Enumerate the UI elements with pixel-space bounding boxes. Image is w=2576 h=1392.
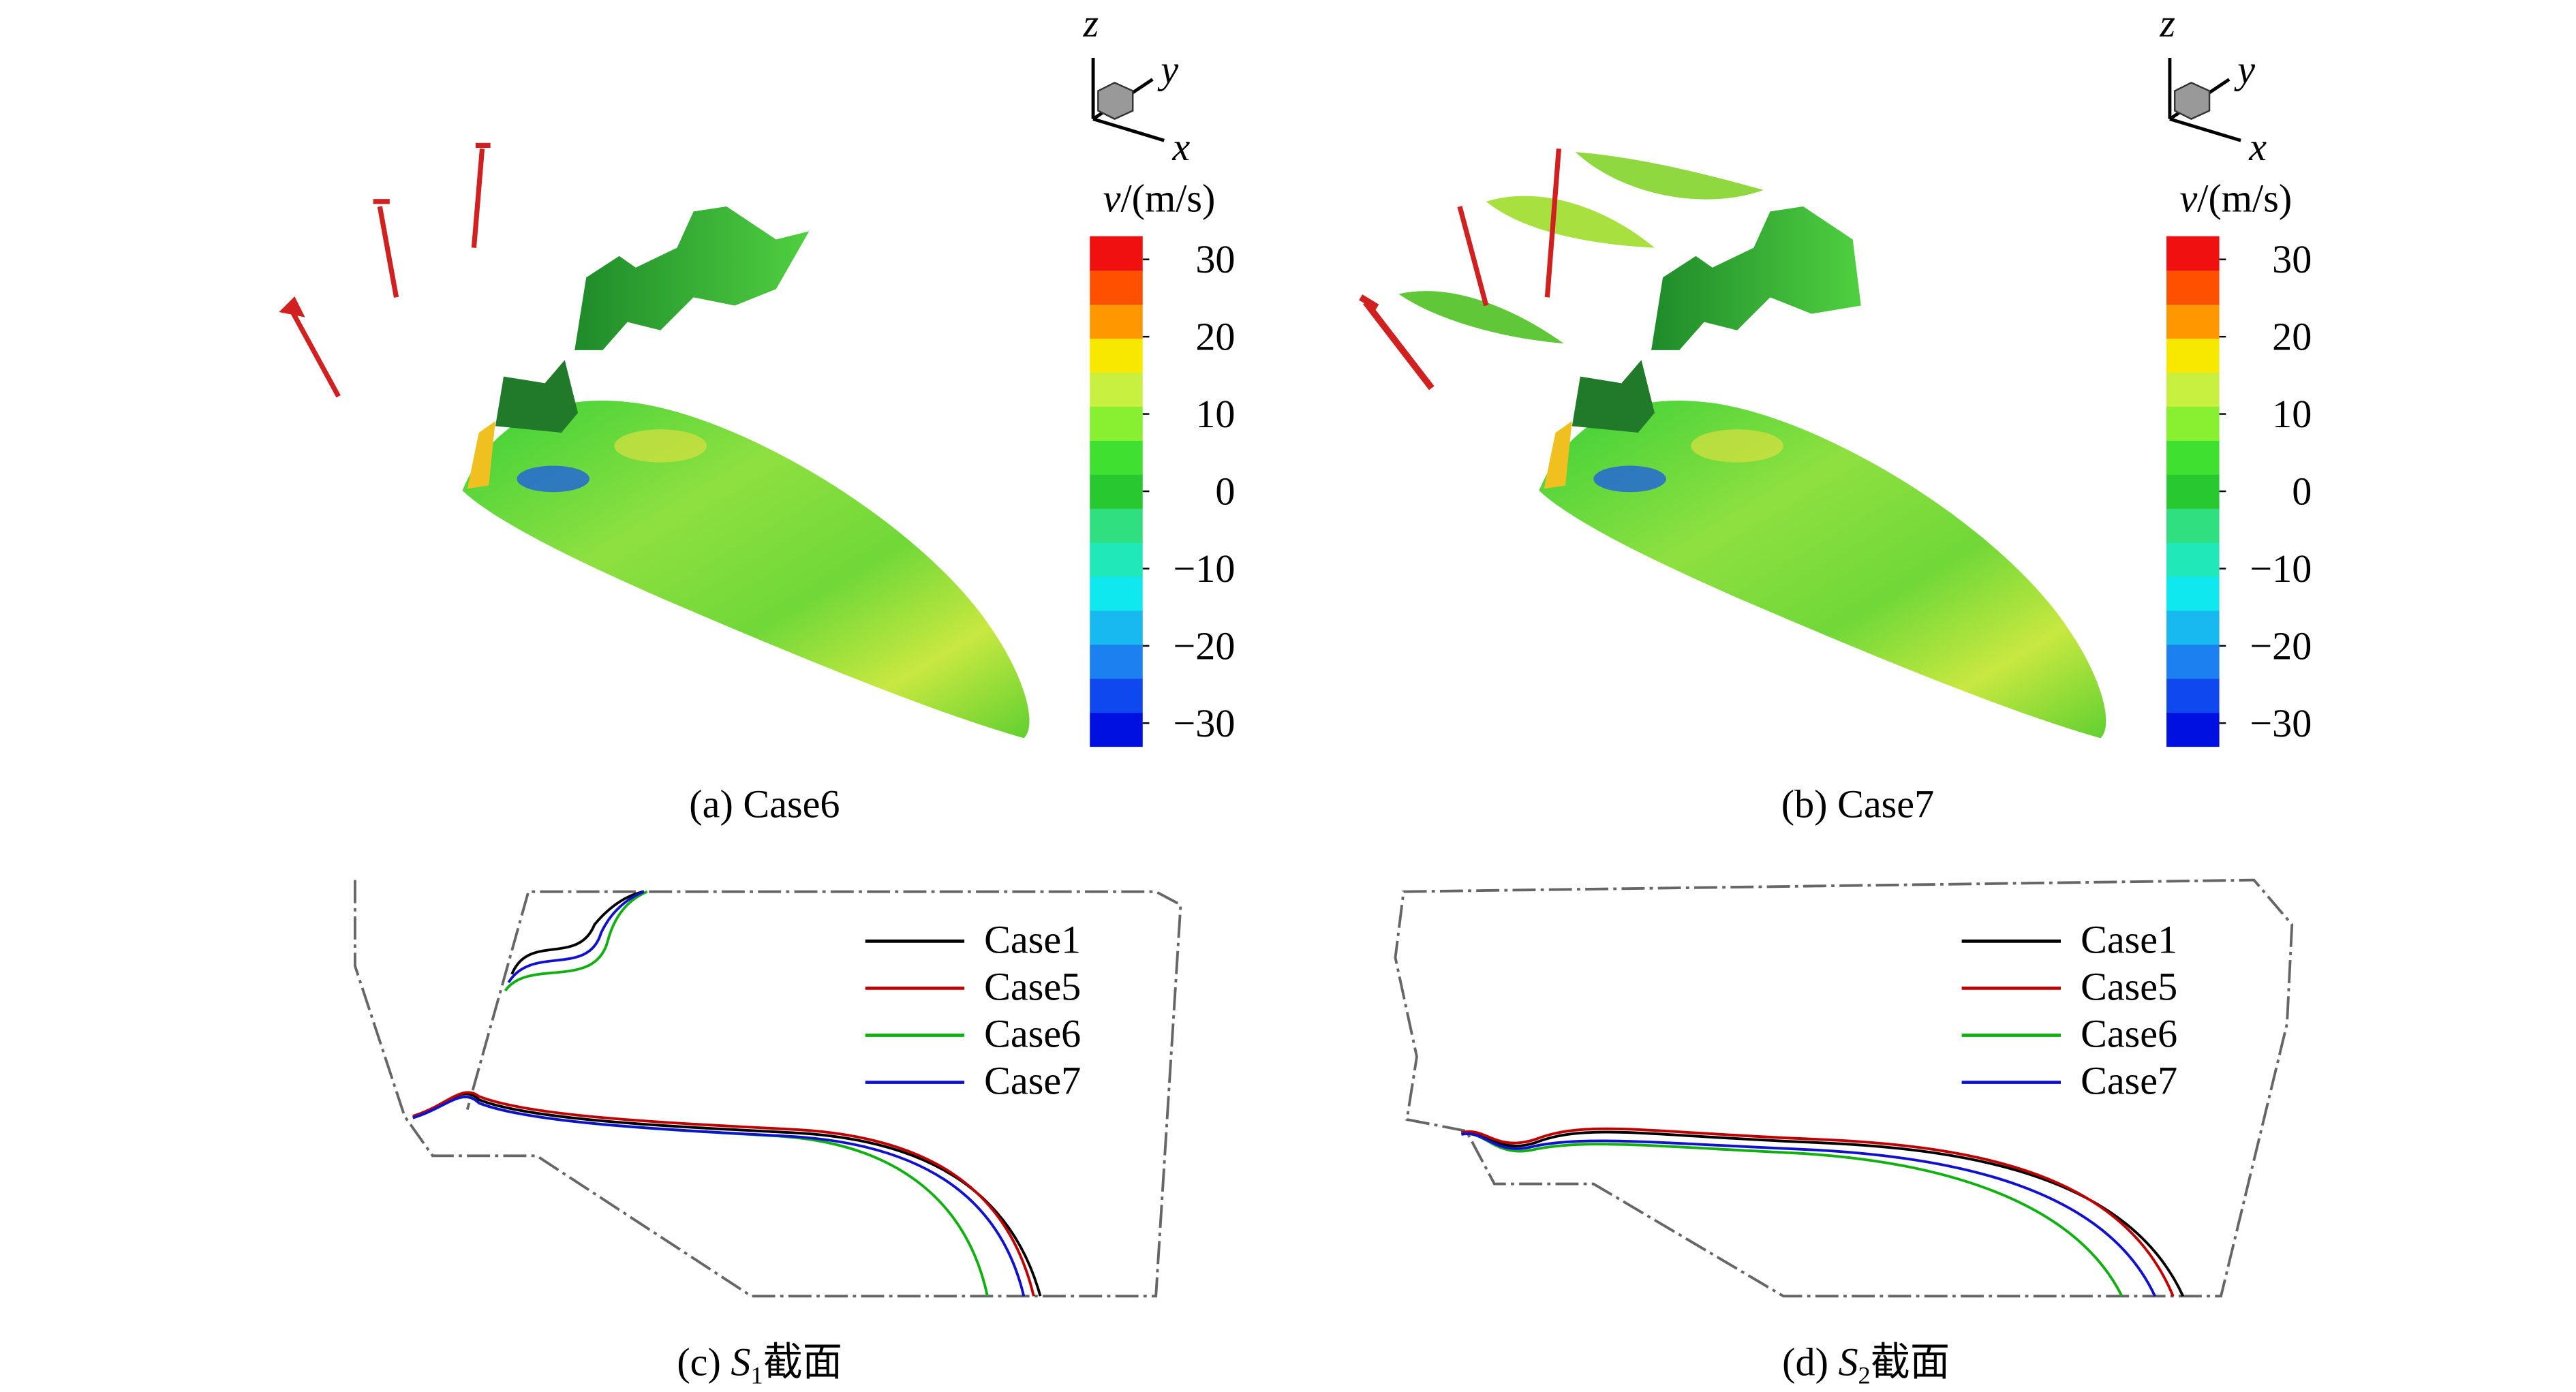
colorbar-tick-label: 10 [2272, 392, 2312, 436]
colorbar-tick-label: −20 [1174, 623, 1236, 668]
caption: (c) S1截面 [677, 1340, 842, 1389]
colorbar-unit: /(m/s) [1120, 176, 1215, 220]
colorbar-tick-label: 20 [2272, 315, 2312, 359]
colorbar-band [1090, 474, 1143, 509]
section-s1 [354, 880, 1182, 1298]
legend-label: Case1 [2081, 917, 2177, 961]
colorbar-tick-label: 0 [1215, 469, 1235, 513]
legend-label: Case1 [984, 917, 1081, 961]
colorbar-tick-label: 30 [1195, 237, 1235, 281]
colorbar-band [1090, 440, 1143, 475]
colorbar-tick-label: −20 [2250, 623, 2312, 668]
render-case7 [1359, 148, 2106, 739]
colorbar-band [2166, 270, 2220, 305]
colorbar-band [2166, 610, 2220, 645]
legend-label: Case7 [984, 1058, 1081, 1102]
colorbar-band [2166, 372, 2220, 407]
colorbar-band [2166, 304, 2220, 339]
colorbar-band [2166, 542, 2220, 577]
colorbar-band [1090, 542, 1143, 577]
caption-subscript: 1 [750, 1362, 763, 1389]
section-s2 [1394, 878, 2294, 1298]
triad-cube [2173, 81, 2211, 120]
axes-triad: z yx [1083, 1, 1191, 169]
colorbar-band [2166, 338, 2220, 373]
colorbar-tick-label: −30 [1174, 701, 1236, 745]
colorbar-band [2166, 712, 2220, 747]
colorbar-band [1090, 236, 1143, 271]
caption-suffix: 截面 [1871, 1340, 1950, 1385]
caption-symbol: S [1838, 1340, 1858, 1385]
colorbar-band [1090, 712, 1143, 747]
colorbar-tick-label: 20 [1195, 315, 1235, 359]
colorbar-tick-label: 30 [2272, 237, 2312, 281]
colorbar-band [2166, 236, 2220, 271]
triad-z: z [2159, 1, 2175, 45]
caption-suffix: 截面 [763, 1340, 842, 1385]
colorbar-band [1090, 678, 1143, 713]
colorbar-unit: /(m/s) [2197, 176, 2292, 220]
colorbar-tick-label: 0 [2292, 469, 2312, 513]
legend-label: Case5 [984, 964, 1081, 1008]
colorbar-band [1090, 406, 1143, 441]
colorbar-title: v/(m/s) [1103, 176, 1216, 220]
caption: (d) S2截面 [1782, 1340, 1950, 1389]
render-case6 [279, 142, 1030, 739]
colorbar-band [1090, 610, 1143, 645]
colorbar-band [1090, 338, 1143, 373]
colorbar-tick-label: −10 [1174, 546, 1236, 591]
triad-x: x [1171, 125, 1190, 169]
colorbar-tick-label: −30 [2250, 701, 2312, 745]
colorbar-band [2166, 440, 2220, 475]
colorbar-band [2166, 474, 2220, 509]
legend-label: Case7 [2081, 1058, 2177, 1102]
colorbar-band [1090, 372, 1143, 407]
colorbar-band [1090, 270, 1143, 305]
caption-prefix: (d) [1782, 1340, 1828, 1385]
triad-y: y [2234, 47, 2255, 91]
colorbar-tick-label: −10 [2250, 546, 2312, 591]
colorbar-var: v [1103, 176, 1121, 220]
colorbar-band [1090, 304, 1143, 339]
colorbar-var: v [2179, 176, 2197, 220]
colorbar-band [2166, 678, 2220, 713]
colorbar-band [2166, 406, 2220, 441]
triad-x: x [2248, 125, 2267, 169]
colorbar-tick-label: 10 [1195, 392, 1235, 436]
colorbar-title: v/(m/s) [2179, 176, 2292, 220]
colorbar-band [2166, 644, 2220, 679]
colorbar-band [2166, 576, 2220, 611]
caption-symbol: S [731, 1340, 750, 1385]
triad-z: z [1083, 1, 1099, 45]
caption: (a) Case6 [689, 782, 840, 826]
colorbar-band [1090, 508, 1143, 543]
caption-prefix: (c) [677, 1340, 721, 1385]
legend-label: Case6 [984, 1011, 1081, 1055]
triad-cube [1097, 81, 1134, 120]
triad-y: y [1157, 47, 1178, 91]
colorbar-band [2166, 508, 2220, 543]
axes-triad: z yx [2159, 1, 2267, 169]
colorbar-band [1090, 576, 1143, 611]
legend-label: Case5 [2081, 964, 2177, 1008]
colorbar-band [1090, 644, 1143, 679]
legend-label: Case6 [2081, 1011, 2177, 1055]
caption-subscript: 2 [1858, 1362, 1871, 1389]
caption: (b) Case7 [1781, 782, 1934, 826]
